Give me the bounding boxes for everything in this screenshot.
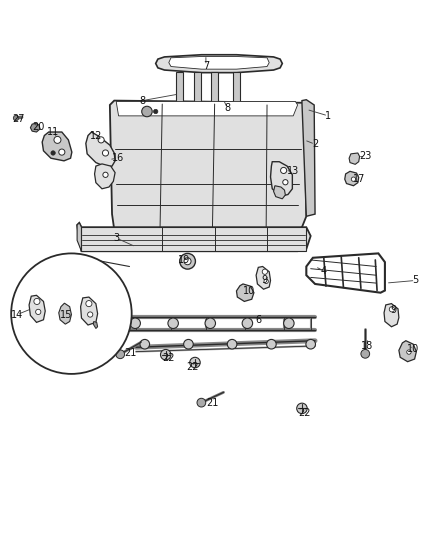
Text: 20: 20 (32, 122, 45, 132)
Polygon shape (86, 132, 115, 167)
Circle shape (262, 269, 268, 274)
Polygon shape (155, 55, 283, 72)
Polygon shape (349, 153, 360, 164)
Text: 22: 22 (187, 362, 199, 372)
Polygon shape (95, 164, 115, 189)
Polygon shape (233, 72, 240, 105)
Circle shape (297, 403, 307, 414)
Polygon shape (93, 321, 98, 328)
Circle shape (227, 340, 237, 349)
Circle shape (205, 318, 215, 328)
Text: 23: 23 (359, 151, 371, 161)
Circle shape (281, 167, 287, 174)
Circle shape (59, 149, 65, 155)
Circle shape (306, 340, 315, 349)
Circle shape (86, 301, 92, 306)
Polygon shape (77, 223, 311, 251)
Circle shape (130, 318, 141, 328)
Text: 9: 9 (391, 305, 397, 315)
Text: 14: 14 (11, 310, 23, 319)
Polygon shape (81, 297, 98, 325)
Text: 8: 8 (140, 95, 146, 106)
Text: 8: 8 (225, 103, 231, 114)
Text: 3: 3 (113, 233, 120, 243)
Circle shape (88, 312, 93, 317)
Text: 10: 10 (407, 344, 420, 354)
Circle shape (264, 279, 268, 284)
Polygon shape (30, 123, 40, 132)
Polygon shape (176, 72, 183, 105)
Circle shape (283, 180, 288, 185)
Circle shape (98, 137, 104, 143)
Polygon shape (59, 303, 71, 324)
Text: 22: 22 (162, 353, 175, 363)
Text: 5: 5 (412, 276, 419, 286)
Polygon shape (271, 161, 292, 197)
Circle shape (34, 298, 40, 304)
Circle shape (361, 350, 370, 358)
Polygon shape (29, 295, 45, 322)
Circle shape (180, 253, 195, 269)
Polygon shape (169, 56, 269, 69)
Polygon shape (211, 72, 218, 105)
Circle shape (267, 340, 276, 349)
Circle shape (140, 340, 150, 349)
Polygon shape (77, 223, 81, 251)
Circle shape (11, 253, 132, 374)
Circle shape (407, 350, 411, 354)
Text: 10: 10 (244, 286, 256, 295)
Text: 15: 15 (60, 310, 72, 319)
Circle shape (351, 177, 356, 181)
Polygon shape (384, 304, 399, 327)
Circle shape (102, 150, 109, 156)
Text: 2: 2 (312, 139, 318, 149)
Circle shape (184, 258, 191, 265)
Polygon shape (302, 100, 315, 216)
Circle shape (142, 106, 152, 117)
Text: 11: 11 (47, 127, 59, 137)
Circle shape (51, 151, 55, 155)
Circle shape (116, 350, 124, 359)
Polygon shape (117, 101, 297, 116)
Text: 21: 21 (125, 348, 137, 358)
Polygon shape (110, 101, 306, 229)
Circle shape (103, 172, 108, 177)
Polygon shape (42, 132, 72, 161)
Text: 13: 13 (287, 166, 299, 176)
Polygon shape (274, 185, 286, 199)
Text: 7: 7 (203, 61, 209, 71)
Circle shape (184, 340, 193, 349)
Circle shape (35, 309, 41, 314)
Circle shape (197, 398, 206, 407)
Text: 6: 6 (255, 315, 261, 325)
Circle shape (389, 306, 395, 312)
Polygon shape (81, 227, 306, 251)
Text: 12: 12 (90, 131, 102, 141)
Polygon shape (306, 253, 385, 293)
Text: 22: 22 (298, 408, 311, 418)
Text: 9: 9 (262, 274, 268, 285)
Polygon shape (399, 341, 417, 362)
Circle shape (153, 109, 158, 114)
Text: 18: 18 (361, 341, 374, 351)
Polygon shape (256, 266, 271, 289)
Polygon shape (345, 171, 359, 185)
Polygon shape (194, 72, 201, 105)
Circle shape (160, 350, 171, 360)
Text: 16: 16 (112, 153, 124, 163)
Text: 27: 27 (12, 114, 25, 124)
Text: 1: 1 (325, 111, 331, 121)
Circle shape (190, 357, 200, 368)
Circle shape (284, 318, 294, 328)
Text: 17: 17 (353, 174, 365, 184)
Circle shape (13, 116, 18, 120)
Text: 19: 19 (178, 255, 190, 265)
Polygon shape (237, 284, 254, 302)
Text: 4: 4 (321, 266, 327, 276)
Circle shape (168, 318, 178, 328)
Circle shape (242, 318, 253, 328)
Text: 21: 21 (206, 398, 219, 408)
Circle shape (54, 136, 61, 143)
